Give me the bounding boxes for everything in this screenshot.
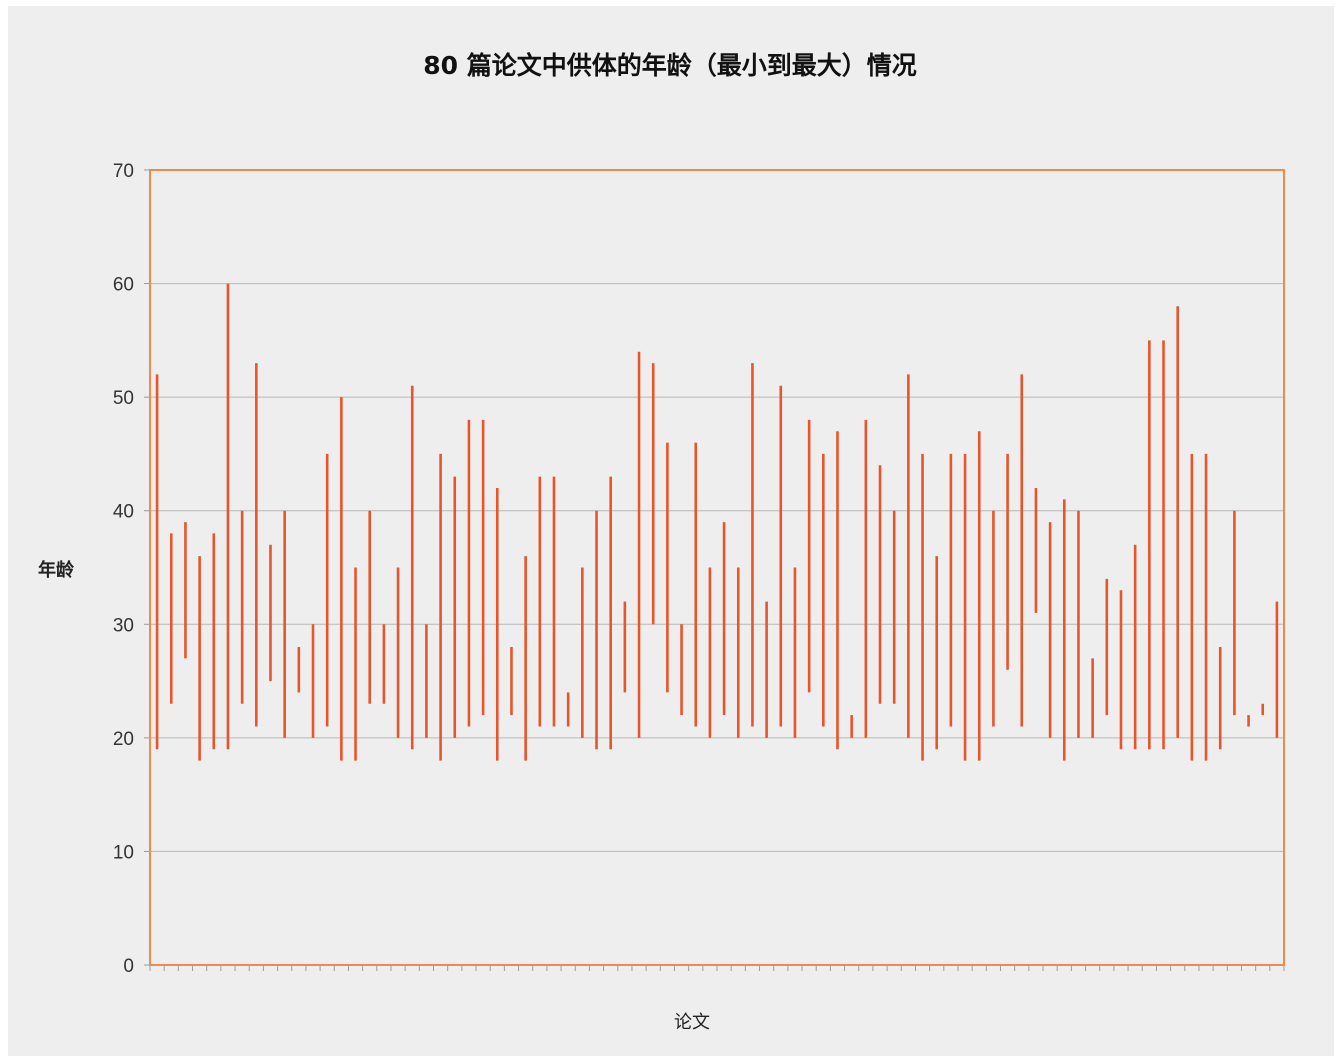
y-tick-label: 70 xyxy=(113,161,134,182)
y-tick-label: 50 xyxy=(113,388,134,409)
y-tick-label: 30 xyxy=(113,615,134,636)
x-axis-title: 论文 xyxy=(674,1012,710,1033)
y-tick-label: 40 xyxy=(113,502,134,523)
y-axis-title: 年龄 xyxy=(38,560,74,581)
chart-title: 80 篇论文中供体的年龄（最小到最大）情况 xyxy=(423,51,917,80)
y-tick-label: 0 xyxy=(123,956,134,977)
y-tick-label: 20 xyxy=(113,729,134,750)
y-tick-label: 10 xyxy=(113,842,134,863)
plot-frame xyxy=(149,169,1285,966)
y-tick-label: 60 xyxy=(113,275,134,296)
